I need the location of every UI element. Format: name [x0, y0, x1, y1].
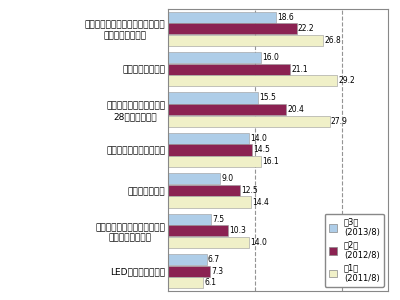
Bar: [168, 116, 330, 127]
Bar: [168, 278, 203, 289]
Text: 14.0: 14.0: [250, 134, 267, 143]
Text: 6.1: 6.1: [204, 278, 216, 287]
Text: 15.5: 15.5: [259, 93, 276, 102]
Bar: [168, 92, 258, 104]
Bar: [168, 133, 249, 144]
Text: 7.3: 7.3: [212, 267, 224, 276]
Bar: [168, 11, 276, 22]
Bar: [168, 254, 207, 265]
Bar: [168, 156, 261, 167]
Text: 27.9: 27.9: [331, 117, 348, 126]
Bar: [168, 35, 323, 46]
Bar: [168, 173, 220, 184]
Bar: [168, 214, 212, 225]
Text: 10.3: 10.3: [229, 226, 246, 236]
Text: 22.2: 22.2: [298, 24, 314, 33]
Bar: [168, 196, 251, 208]
Text: 14.4: 14.4: [252, 198, 270, 207]
Bar: [168, 52, 261, 63]
Text: 26.8: 26.8: [324, 36, 341, 45]
Bar: [168, 64, 290, 75]
Bar: [168, 144, 252, 156]
Bar: [168, 185, 240, 196]
Text: 9.0: 9.0: [221, 174, 233, 183]
Bar: [168, 237, 249, 248]
Text: 7.5: 7.5: [212, 215, 225, 224]
Text: 6.7: 6.7: [208, 255, 220, 264]
Bar: [168, 75, 337, 86]
Text: 29.2: 29.2: [338, 76, 355, 85]
Bar: [168, 23, 296, 34]
Text: 16.0: 16.0: [262, 53, 279, 62]
Text: 20.4: 20.4: [287, 105, 304, 114]
Text: 12.5: 12.5: [242, 186, 258, 195]
Legend: 第3回
(2013/8), 第2回
(2012/8), 第1回
(2011/8): 第3回 (2013/8), 第2回 (2012/8), 第1回 (2011/8): [325, 214, 384, 287]
Bar: [168, 104, 286, 115]
Text: 16.1: 16.1: [262, 157, 279, 166]
Text: 14.0: 14.0: [250, 238, 267, 247]
Text: 18.6: 18.6: [277, 13, 294, 22]
Bar: [168, 225, 228, 236]
Bar: [168, 266, 210, 277]
Text: 14.5: 14.5: [253, 146, 270, 154]
Text: 21.1: 21.1: [291, 64, 308, 74]
